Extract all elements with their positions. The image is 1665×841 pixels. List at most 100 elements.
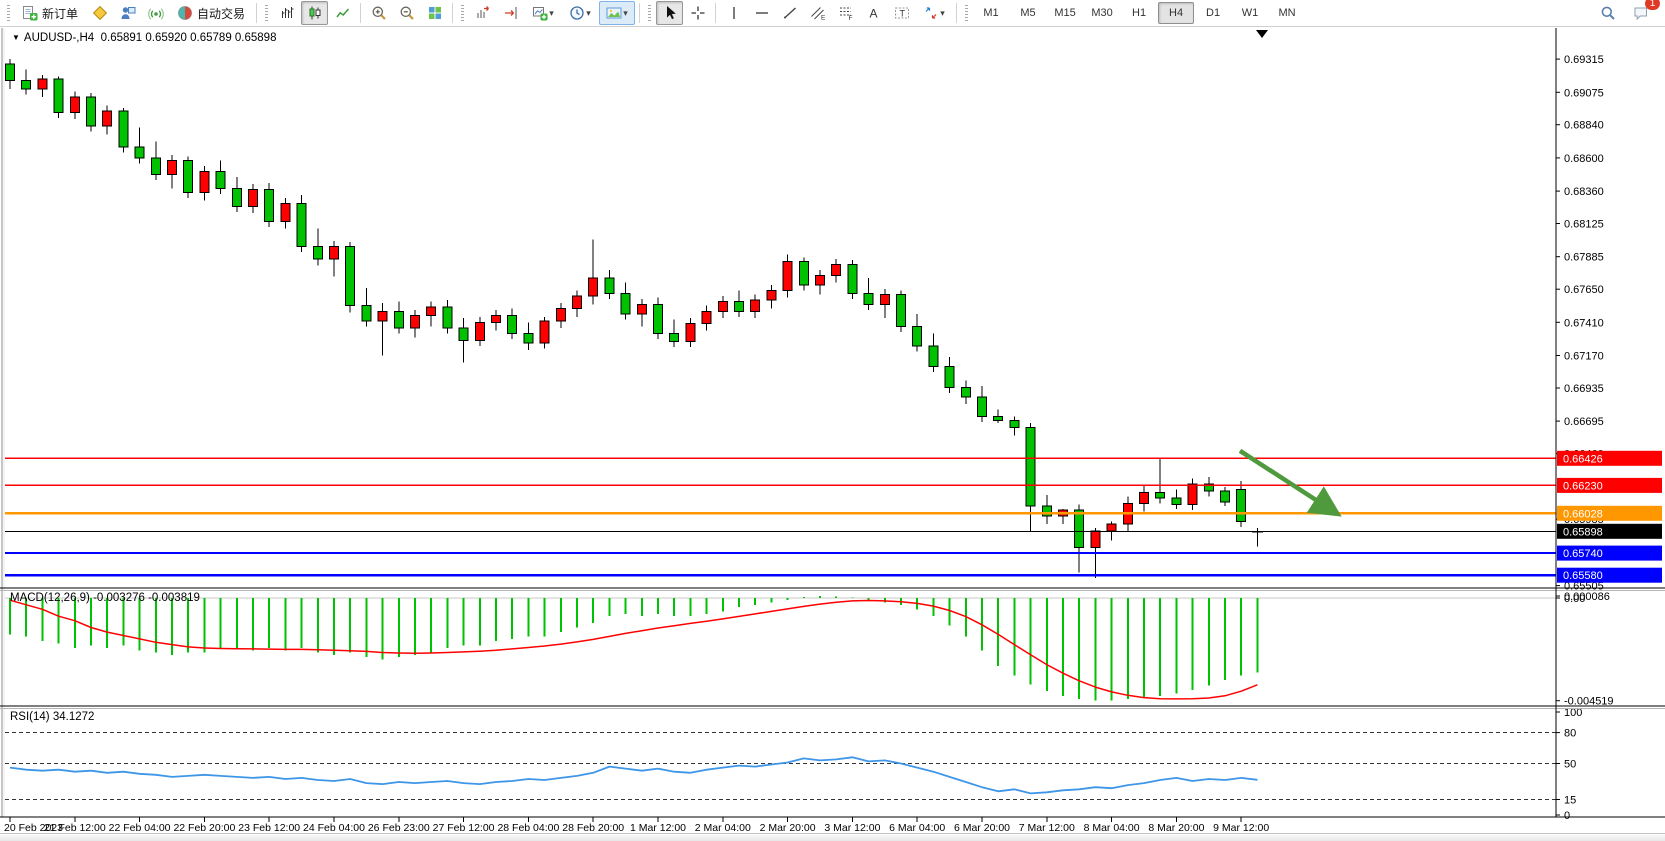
search-icon bbox=[1601, 6, 1615, 20]
toolbar-grip[interactable] bbox=[461, 5, 465, 21]
svg-text:7 Mar 12:00: 7 Mar 12:00 bbox=[1019, 822, 1075, 833]
search-button[interactable] bbox=[1594, 1, 1621, 25]
chart-shift-marker[interactable] bbox=[1256, 30, 1268, 38]
trend-arrow-annotation[interactable] bbox=[1238, 448, 1342, 517]
dropdown-caret: ▾ bbox=[940, 7, 945, 18]
svg-text:0.69315: 0.69315 bbox=[1564, 54, 1604, 66]
chart-shift-button[interactable] bbox=[497, 1, 524, 25]
svg-text:1 Mar 12:00: 1 Mar 12:00 bbox=[630, 822, 686, 833]
text-button[interactable]: A bbox=[860, 1, 887, 25]
text-label-button[interactable]: T bbox=[888, 1, 915, 25]
timeframe-h1[interactable]: H1 bbox=[1132, 7, 1147, 19]
macd-pane bbox=[5, 596, 1556, 701]
equidistant-channel-icon: E bbox=[810, 7, 826, 22]
svg-text:8 Mar 04:00: 8 Mar 04:00 bbox=[1084, 822, 1140, 833]
svg-text:0.66695: 0.66695 bbox=[1564, 416, 1604, 428]
svg-text:F: F bbox=[848, 15, 852, 21]
bar-chart-icon bbox=[281, 7, 294, 18]
toolbar-grip[interactable] bbox=[7, 5, 10, 21]
svg-text:0.00: 0.00 bbox=[1564, 593, 1585, 605]
toolbar-separator bbox=[256, 3, 258, 23]
toolbar-separator bbox=[956, 3, 958, 23]
timeframe-m30[interactable]: M30 bbox=[1091, 7, 1113, 19]
new-order-button[interactable]: 新订单 bbox=[15, 1, 85, 25]
svg-text:6 Mar 20:00: 6 Mar 20:00 bbox=[954, 822, 1010, 833]
line-chart-icon bbox=[335, 8, 349, 18]
svg-text:E: E bbox=[821, 15, 826, 22]
svg-text:0.69075: 0.69075 bbox=[1564, 87, 1604, 99]
svg-text:9 Mar 12:00: 9 Mar 12:00 bbox=[1213, 822, 1269, 833]
trendline-icon bbox=[783, 7, 796, 19]
autotrading-button[interactable]: 自动交易 bbox=[170, 1, 252, 25]
window-left-edge bbox=[1, 28, 5, 817]
price-chart-svg[interactable]: 0.69315 0.69075 0.68840 0.68600 0.68360 0.681… bbox=[0, 28, 1665, 834]
svg-text:23 Feb 12:00: 23 Feb 12:00 bbox=[238, 822, 300, 833]
fibonacci-button[interactable]: F bbox=[832, 1, 859, 25]
toolbar-grip[interactable] bbox=[265, 5, 269, 21]
timeframe-m15[interactable]: M15 bbox=[1054, 7, 1076, 19]
tile-windows-button[interactable] bbox=[421, 1, 448, 25]
rsi-pane: 100 80 50 15 0 bbox=[5, 707, 1582, 822]
new-chart-button[interactable]: ▾ bbox=[525, 1, 561, 25]
macd-signal-line bbox=[9, 599, 1258, 700]
zoom-out-button[interactable] bbox=[393, 1, 420, 25]
templates-button[interactable]: ▾ bbox=[599, 1, 636, 25]
market-profile-icon bbox=[121, 7, 136, 19]
market-profile-button[interactable] bbox=[114, 1, 141, 25]
svg-text:0.65740: 0.65740 bbox=[1563, 548, 1603, 560]
svg-text:T: T bbox=[899, 9, 905, 19]
toolbar-grip[interactable] bbox=[965, 5, 969, 21]
svg-text:0.68600: 0.68600 bbox=[1564, 153, 1604, 165]
svg-text:2 Mar 04:00: 2 Mar 04:00 bbox=[695, 822, 751, 833]
timeframe-m5[interactable]: M5 bbox=[1020, 7, 1036, 19]
svg-text:0.66028: 0.66028 bbox=[1563, 508, 1603, 520]
horizontal-line-button[interactable] bbox=[748, 1, 775, 25]
svg-text:80: 80 bbox=[1564, 728, 1576, 740]
cursor-button[interactable] bbox=[656, 1, 684, 25]
horizontal-line-icon bbox=[755, 12, 768, 14]
chat-badge: 1 bbox=[1645, 0, 1660, 10]
periods-clock-icon bbox=[570, 6, 584, 20]
timeframe-mn[interactable]: MN bbox=[1278, 7, 1296, 19]
candlestick-chart-button[interactable] bbox=[301, 1, 329, 25]
svg-text:20 Feb 2023: 20 Feb 2023 bbox=[4, 822, 63, 833]
gold-package-button[interactable] bbox=[86, 1, 113, 25]
svg-text:0.65505: 0.65505 bbox=[1564, 581, 1604, 593]
zoom-in-button[interactable] bbox=[365, 1, 392, 25]
auto-scroll-button[interactable] bbox=[469, 1, 496, 25]
timeframe-m1[interactable]: M1 bbox=[983, 7, 999, 19]
rsi-line bbox=[9, 756, 1258, 795]
vertical-line-button[interactable] bbox=[720, 1, 747, 25]
svg-text:28 Feb 20:00: 28 Feb 20:00 bbox=[562, 822, 624, 833]
svg-text:15: 15 bbox=[1564, 795, 1576, 807]
arrows-icon bbox=[925, 7, 937, 19]
dropdown-caret: ▾ bbox=[549, 7, 554, 18]
timeframe-h4[interactable]: H4 bbox=[1158, 2, 1195, 24]
cursor-icon bbox=[666, 6, 676, 20]
timeframe-w1[interactable]: W1 bbox=[1241, 7, 1259, 19]
svg-text:24 Feb 04:00: 24 Feb 04:00 bbox=[303, 822, 365, 833]
svg-text:22 Feb 20:00: 22 Feb 20:00 bbox=[173, 822, 235, 833]
autotrading-globe-icon bbox=[178, 6, 192, 20]
crosshair-button[interactable] bbox=[684, 1, 711, 25]
line-chart-button[interactable] bbox=[329, 1, 356, 25]
signals-icon bbox=[147, 8, 164, 20]
svg-text:6 Mar 04:00: 6 Mar 04:00 bbox=[889, 822, 945, 833]
dropdown-caret: ▾ bbox=[623, 7, 628, 18]
bar-chart-button[interactable] bbox=[273, 1, 300, 25]
svg-text:0.68840: 0.68840 bbox=[1564, 120, 1604, 132]
zoom-out-icon bbox=[400, 6, 414, 20]
signals-button[interactable] bbox=[142, 1, 169, 25]
arrows-button[interactable]: ▾ bbox=[916, 1, 952, 25]
trendline-button[interactable] bbox=[776, 1, 803, 25]
svg-text:0.68125: 0.68125 bbox=[1564, 219, 1604, 231]
chat-button[interactable]: 1 bbox=[1627, 0, 1660, 25]
svg-text:0.65898: 0.65898 bbox=[1563, 526, 1603, 538]
svg-text:0.67410: 0.67410 bbox=[1564, 317, 1604, 329]
periods-button[interactable]: ▾ bbox=[562, 1, 598, 25]
svg-text:3 Mar 12:00: 3 Mar 12:00 bbox=[824, 822, 880, 833]
toolbar-grip[interactable] bbox=[648, 5, 652, 21]
equidistant-channel-button[interactable]: E bbox=[804, 1, 831, 25]
macd-axis: 0.000.000086 -0.004519 bbox=[1556, 591, 1614, 708]
timeframe-d1[interactable]: D1 bbox=[1206, 7, 1221, 19]
